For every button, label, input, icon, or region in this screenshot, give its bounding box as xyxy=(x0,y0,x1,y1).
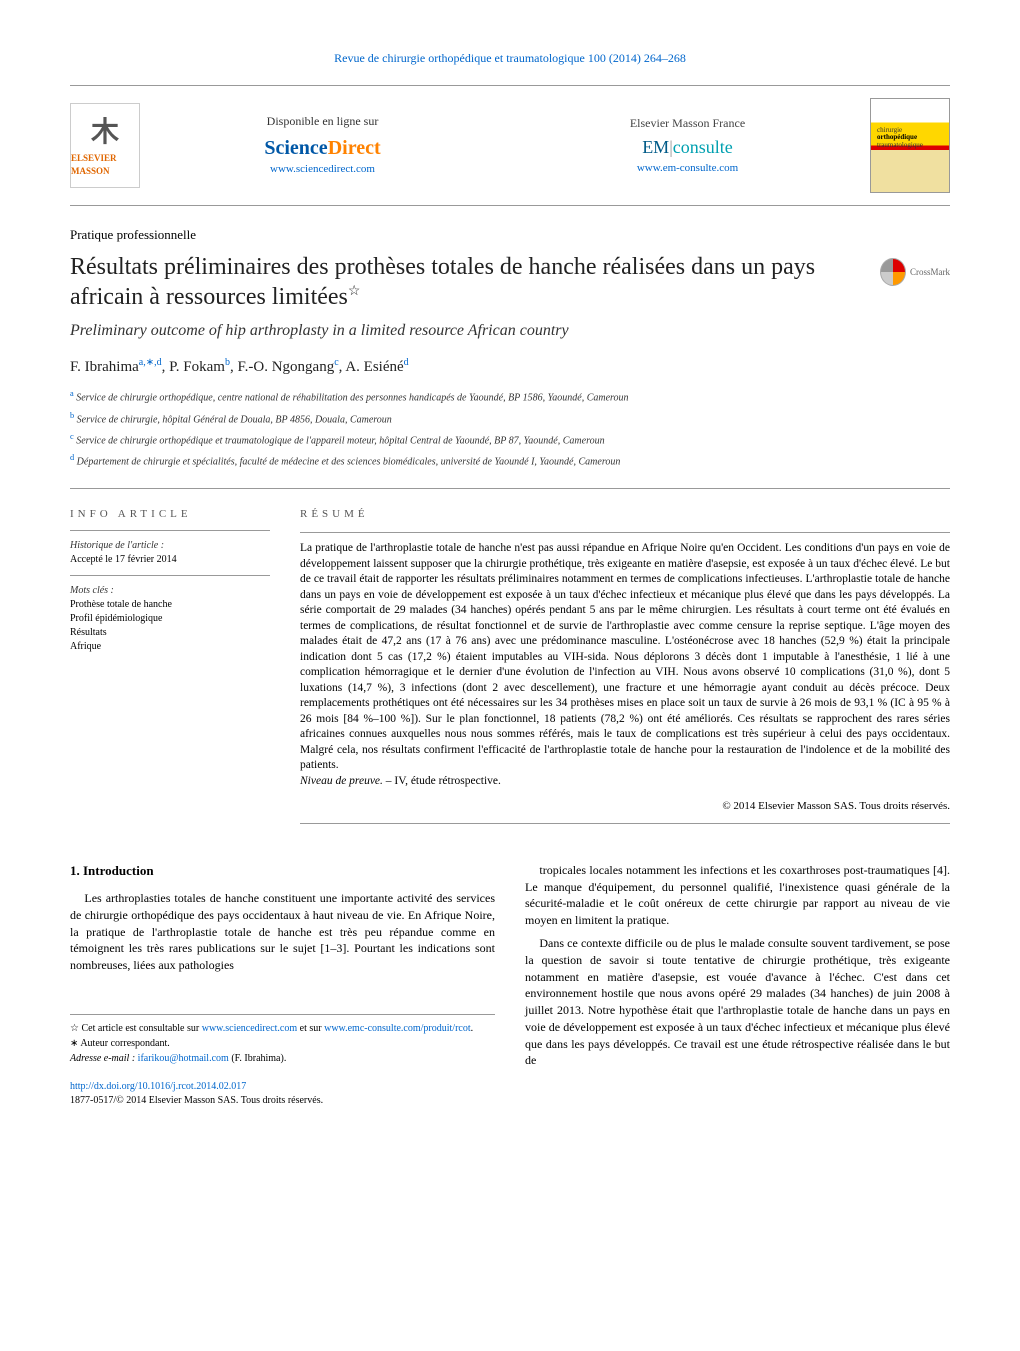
title-footnote-star: ☆ xyxy=(348,284,361,299)
crossmark-badge[interactable]: CrossMark xyxy=(880,252,950,292)
article-section-label: Pratique professionnelle xyxy=(70,226,950,244)
keyword-3: Afrique xyxy=(70,640,270,654)
em-consulte-block: Elsevier Masson France EM|consulte www.e… xyxy=(505,115,870,176)
elsevier-tree-icon: ⽊ xyxy=(91,113,119,152)
cover-line3: traumatologique xyxy=(877,142,923,150)
crossmark-icon xyxy=(880,258,906,286)
abstract-copyright: © 2014 Elsevier Masson SAS. Tous droits … xyxy=(300,799,950,814)
introduction-heading: 1. Introduction xyxy=(70,862,495,880)
em-text: EM xyxy=(642,137,669,157)
info-header: info article xyxy=(70,507,270,522)
consulte-text: consulte xyxy=(673,137,733,157)
journal-citation: Revue de chirurgie orthopédique et traum… xyxy=(70,50,950,85)
resume-header: résumé xyxy=(300,507,950,522)
crossmark-label: CrossMark xyxy=(910,266,950,279)
email-line: Adresse e-mail : ifarikou@hotmail.com (F… xyxy=(70,1051,495,1066)
corresponding-author-note: ∗ Auteur correspondant. xyxy=(70,1036,495,1051)
footnote-url-2[interactable]: www.emc-consulte.com/produit/rcot xyxy=(324,1023,471,1034)
sd-direct: Direct xyxy=(328,137,381,159)
body-column-right: tropicales locales notamment les infecti… xyxy=(525,862,950,1108)
header-bar: ⽊ ELSEVIER MASSON Disponible en ligne su… xyxy=(70,85,950,206)
evidence-level-label: Niveau de preuve. – xyxy=(300,775,394,787)
doi-link[interactable]: http://dx.doi.org/10.1016/j.rcot.2014.02… xyxy=(70,1081,246,1092)
sciencedirect-url[interactable]: www.sciencedirect.com xyxy=(140,162,505,177)
author-3-sup: c xyxy=(334,357,338,368)
abstract-block: résumé La pratique de l'arthroplastie to… xyxy=(300,507,950,832)
article-body: 1. Introduction Les arthroplasties total… xyxy=(70,862,950,1108)
intro-paragraph-3: Dans ce contexte difficile ou de plus le… xyxy=(525,935,950,1069)
history-value: Accepté le 17 février 2014 xyxy=(70,553,270,567)
keyword-1: Profil épidémiologique xyxy=(70,612,270,626)
author-1-sup: a,∗,d xyxy=(139,357,162,368)
intro-paragraph-1: Les arthroplasties totales de hanche con… xyxy=(70,890,495,974)
author-list: F. Ibrahimaa,∗,d, P. Fokamb, F.-O. Ngong… xyxy=(70,356,950,378)
footnote-star: ☆ Cet article est consultable sur www.sc… xyxy=(70,1021,495,1036)
sciencedirect-block: Disponible en ligne sur ScienceDirect ww… xyxy=(140,113,505,177)
doi-block: http://dx.doi.org/10.1016/j.rcot.2014.02… xyxy=(70,1080,495,1108)
keyword-0: Prothèse totale de hanche xyxy=(70,598,270,612)
article-info-sidebar: info article Historique de l'article : A… xyxy=(70,507,270,832)
keyword-2: Résultats xyxy=(70,626,270,640)
author-1: F. Ibrahima xyxy=(70,359,139,375)
online-label: Disponible en ligne sur xyxy=(140,113,505,130)
affiliation-b: b Service de chirurgie, hôpital Général … xyxy=(70,410,950,427)
issn-copyright: 1877-0517/© 2014 Elsevier Masson SAS. To… xyxy=(70,1095,323,1106)
article-subtitle: Preliminary outcome of hip arthroplasty … xyxy=(70,320,950,342)
sd-science: Science xyxy=(264,137,327,159)
affiliation-c: c Service de chirurgie orthopédique et t… xyxy=(70,431,950,448)
footnotes-block: ☆ Cet article est consultable sur www.sc… xyxy=(70,1014,495,1066)
author-2-sup: b xyxy=(225,357,230,368)
sciencedirect-logo[interactable]: ScienceDirect xyxy=(140,134,505,162)
evidence-level-value: IV, étude rétrospective. xyxy=(394,775,500,787)
keywords-label: Mots clés : xyxy=(70,584,270,598)
corresponding-email[interactable]: ifarikou@hotmail.com xyxy=(138,1053,229,1064)
author-2: P. Fokam xyxy=(169,359,225,375)
author-4-sup: d xyxy=(404,357,409,368)
affiliation-a: a Service de chirurgie orthopédique, cen… xyxy=(70,388,950,405)
article-title: Résultats préliminaires des prothèses to… xyxy=(70,252,865,312)
elsevier-france-label: Elsevier Masson France xyxy=(505,115,870,132)
em-consulte-url[interactable]: www.em-consulte.com xyxy=(505,161,870,176)
publisher-logo: ⽊ ELSEVIER MASSON xyxy=(70,103,140,188)
history-label: Historique de l'article : xyxy=(70,539,270,553)
body-column-left: 1. Introduction Les arthroplasties total… xyxy=(70,862,495,1108)
affiliation-d: d Département de chirurgie et spécialité… xyxy=(70,452,950,469)
title-text: Résultats préliminaires des prothèses to… xyxy=(70,254,815,310)
footnote-url-1[interactable]: www.sciencedirect.com xyxy=(202,1023,297,1034)
publisher-name: ELSEVIER MASSON xyxy=(71,152,139,177)
divider xyxy=(70,488,950,489)
journal-cover-thumbnail: chirurgie orthopédique traumatologique xyxy=(870,98,950,193)
intro-paragraph-2: tropicales locales notamment les infecti… xyxy=(525,862,950,929)
author-4: A. Esiéné xyxy=(345,359,403,375)
resume-body-text: La pratique de l'arthroplastie totale de… xyxy=(300,542,950,771)
author-3: F.-O. Ngongang xyxy=(237,359,334,375)
em-consulte-logo[interactable]: EM|consulte xyxy=(505,135,870,160)
